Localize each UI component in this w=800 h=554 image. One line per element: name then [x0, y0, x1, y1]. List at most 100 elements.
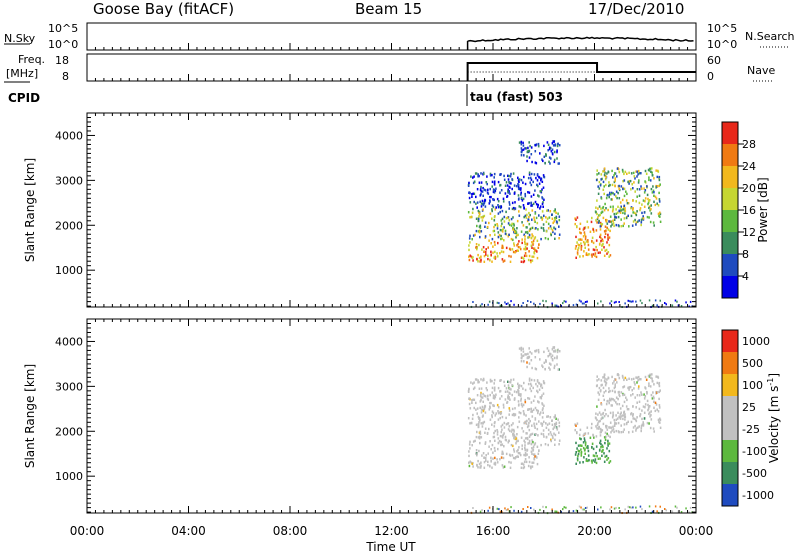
colorbar-tick-label: -500	[742, 467, 767, 480]
power-cell	[587, 239, 589, 242]
velocity-cell	[650, 393, 653, 397]
power-cell	[534, 236, 537, 239]
velocity-cell	[524, 400, 527, 404]
velocity-cell	[501, 452, 503, 456]
power-cell	[578, 244, 580, 247]
velocity-cell	[632, 426, 635, 429]
power-cell	[605, 196, 608, 200]
y-tick-label: 1000	[55, 264, 83, 277]
beam-title: Beam 15	[355, 0, 422, 18]
velocity-cell	[555, 422, 558, 425]
power-cell	[540, 179, 542, 182]
velocity-cell	[473, 381, 475, 384]
velocity-cell	[505, 423, 508, 426]
velocity-cell	[497, 410, 499, 413]
power-cell	[502, 200, 505, 203]
velocity-cell	[634, 383, 636, 386]
velocity-cell	[502, 406, 505, 409]
power-cell	[623, 209, 626, 213]
velocity-cell	[599, 439, 602, 442]
velocity-cell	[637, 387, 640, 390]
velocity-cell	[472, 440, 475, 443]
power-cell	[524, 231, 527, 234]
velocity-cell	[597, 413, 599, 416]
power-cell	[541, 210, 544, 213]
velocity-cell	[634, 418, 637, 421]
power-cell	[656, 202, 658, 205]
velocity-cell	[591, 442, 594, 445]
power-cell	[471, 256, 473, 259]
power-cell	[584, 242, 586, 245]
velocity-cell	[501, 436, 504, 439]
velocity-cell	[539, 396, 542, 399]
power-cell	[584, 226, 587, 229]
power-cell	[501, 217, 504, 221]
velocity-cell	[578, 450, 580, 453]
velocity-cell	[543, 350, 545, 354]
power-cell	[651, 304, 654, 307]
velocity-cell	[548, 422, 551, 425]
velocity-cell	[638, 378, 641, 381]
velocity-cell	[648, 422, 650, 425]
power-cell	[558, 218, 561, 222]
power-cell	[536, 179, 539, 182]
velocity-cell	[648, 384, 650, 388]
velocity-cell	[514, 413, 516, 416]
velocity-cell	[472, 413, 474, 417]
power-cell	[532, 180, 534, 184]
power-cell	[540, 177, 542, 180]
velocity-cell	[633, 381, 636, 384]
power-cell	[527, 176, 530, 180]
velocity-cell	[473, 386, 476, 389]
power-cell	[490, 250, 492, 253]
power-cell	[623, 222, 625, 225]
velocity-cell	[523, 381, 525, 385]
velocity-cell	[538, 449, 540, 452]
velocity-cell	[537, 400, 539, 403]
velocity-cell	[519, 453, 522, 457]
power-cell	[619, 207, 622, 210]
velocity-cell	[472, 398, 474, 401]
power-cell	[518, 214, 521, 217]
power-cell	[531, 218, 533, 221]
power-cell	[602, 180, 605, 184]
velocity-cell	[478, 387, 481, 390]
velocity-cell	[489, 464, 491, 468]
velocity-cell	[546, 423, 549, 426]
power-cell	[650, 212, 653, 215]
velocity-cell	[651, 380, 654, 383]
power-cell	[605, 183, 607, 187]
velocity-cell	[597, 457, 600, 460]
power-cell	[520, 191, 522, 194]
power-cell	[610, 220, 613, 223]
velocity-cell	[602, 422, 605, 426]
velocity-cell	[499, 411, 501, 414]
power-cell	[511, 222, 513, 225]
velocity-cell	[512, 434, 514, 437]
power-cell	[657, 204, 660, 207]
velocity-cell	[600, 506, 602, 509]
power-cell	[510, 182, 512, 185]
power-cell	[654, 203, 657, 207]
velocity-cell	[502, 403, 505, 406]
power-cell	[657, 212, 660, 215]
power-cell	[536, 221, 539, 225]
power-cell	[469, 241, 471, 244]
velocity-cell	[636, 376, 638, 379]
velocity-cell	[657, 418, 660, 421]
power-cell	[476, 257, 478, 261]
power-cell	[532, 239, 535, 242]
velocity-cell	[602, 394, 605, 397]
colorbar-segment	[722, 144, 738, 167]
velocity-cell	[497, 418, 500, 421]
power-cell	[659, 215, 661, 218]
velocity-cell	[604, 408, 606, 412]
velocity-cell	[596, 418, 598, 422]
velocity-cell	[524, 398, 526, 402]
power-cell	[652, 189, 655, 192]
power-cell	[641, 302, 643, 305]
power-cell	[665, 303, 667, 306]
power-cell	[532, 234, 534, 238]
power-cell	[505, 217, 508, 220]
power-cell	[490, 253, 492, 256]
